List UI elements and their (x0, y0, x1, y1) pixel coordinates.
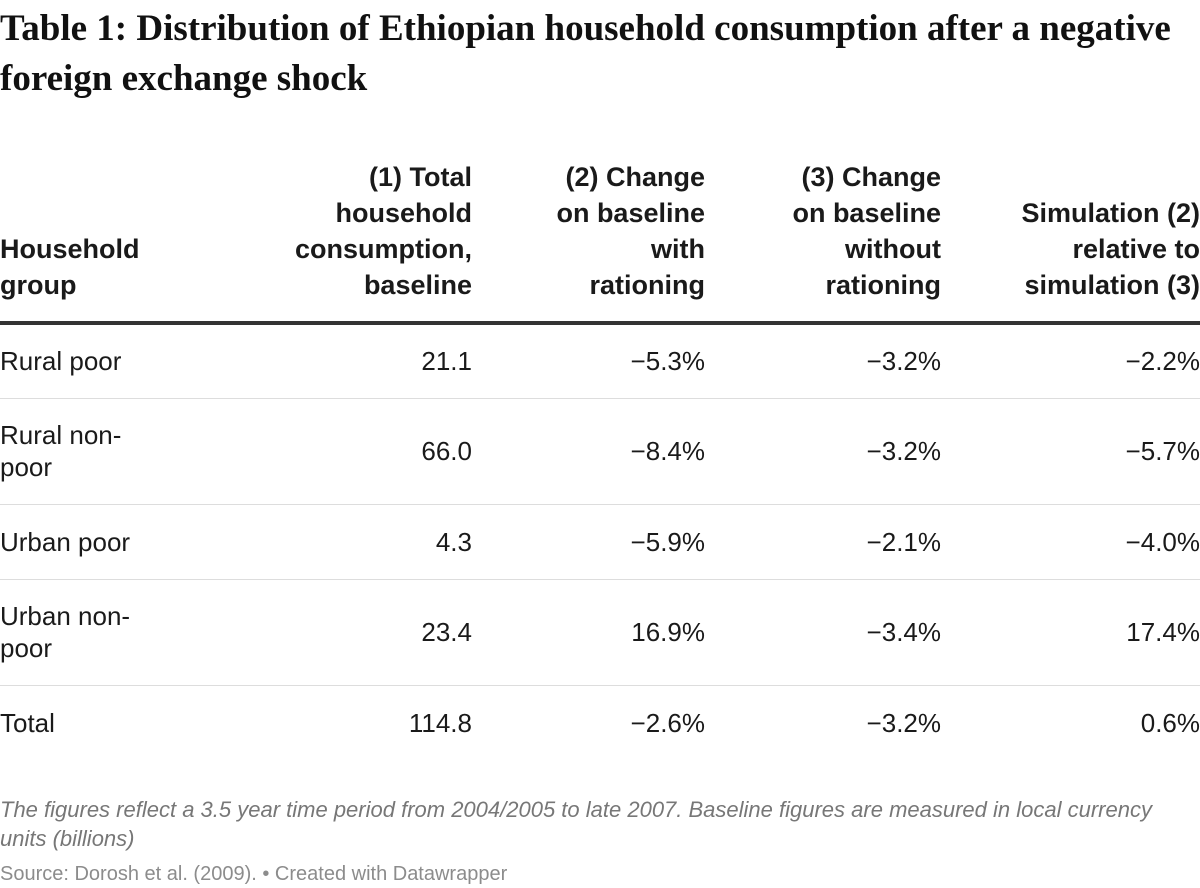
row-label-text: Urban non-poor (0, 601, 131, 663)
table-cell: −2.2% (941, 323, 1200, 399)
column-header-change-with-rationing[interactable]: (2) Change on baseline with rationing (472, 158, 705, 325)
row-label: Total (0, 707, 55, 738)
table-cell: −3.4% (705, 579, 941, 686)
table-row: Urban poor 4.3 −5.9% −2.1% −4.0% (0, 504, 1200, 580)
table-cell: 21.1 (200, 323, 472, 399)
table-row: Rural poor 21.1 −5.3% −3.2% −2.2% (0, 323, 1200, 399)
table-footnote: The figures reflect a 3.5 year time peri… (0, 797, 1152, 851)
row-label: Urban poor (0, 504, 200, 580)
row-label-text: Rural non-poor (0, 420, 122, 482)
column-header-change-without-rationing[interactable]: (3) Change on baseline without rationing (705, 158, 941, 325)
table-cell: −4.0% (941, 504, 1200, 580)
table-title: Table 1: Distribution of Ethiopian house… (0, 8, 1171, 99)
table-cell: 66.0 (200, 398, 472, 505)
table-row-total: Total 114.8 −2.6% −3.2% 0.6% (0, 685, 1200, 760)
table-cell: 17.4% (941, 579, 1200, 686)
table-cell: −3.2% (705, 323, 941, 399)
table-cell: −5.3% (472, 323, 705, 399)
row-label: Rural non-poor (0, 398, 200, 505)
table-cell: −8.4% (472, 398, 705, 505)
table-cell: −2.1% (705, 504, 941, 580)
row-label: Rural poor (0, 323, 200, 399)
header-row: Household group (1) Total household cons… (0, 158, 1200, 325)
column-header-simulation-relative[interactable]: Simulation (2) relative to simulation (3… (941, 158, 1200, 325)
table-cell: 4.3 (200, 504, 472, 580)
table-cell: −3.2% (866, 707, 941, 738)
column-header-household-group[interactable]: Household group (0, 158, 200, 325)
table-cell: −3.2% (705, 398, 941, 505)
column-header-total-consumption[interactable]: (1) Total household consumption, baselin… (200, 158, 472, 325)
table-row: Urban non-poor 23.4 16.9% −3.4% 17.4% (0, 579, 1200, 686)
table-cell: −5.9% (472, 504, 705, 580)
table-cell: −5.7% (941, 398, 1200, 505)
table-cell: 0.6% (1140, 707, 1200, 738)
table-cell: 114.8 (408, 707, 472, 738)
row-label: Urban non-poor (0, 579, 200, 686)
table-cell: −2.6% (630, 707, 705, 738)
table-cell: 23.4 (200, 579, 472, 686)
table-row: Rural non-poor 66.0 −8.4% −3.2% −5.7% (0, 398, 1200, 505)
consumption-table: Household group (1) Total household cons… (0, 158, 1200, 760)
table-cell: 16.9% (472, 579, 705, 686)
source-line: Source: Dorosh et al. (2009). • Created … (0, 863, 508, 885)
